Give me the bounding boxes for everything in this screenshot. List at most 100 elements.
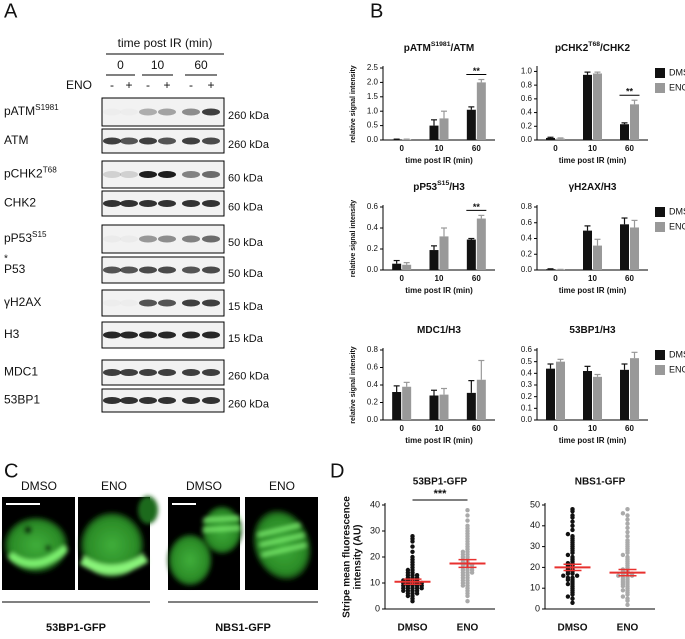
y-tick-label: 1.0 [367,106,379,115]
chart-title: MDC1/H3 [417,325,461,336]
significance: ** [473,202,481,212]
point [625,506,630,512]
y-tick-label: 10 [530,583,540,593]
bar [593,245,602,270]
x-tick-label: 0 [553,274,558,283]
x-axis-label: time post IR (min) [559,436,627,445]
point [625,529,630,535]
band [182,235,200,243]
x-tick-label: 60 [625,274,634,283]
band [120,369,138,376]
band [120,331,138,339]
error-bar [594,238,601,246]
chart-title: 53BP1-GFP [413,477,468,488]
bar [429,395,439,420]
point [570,554,575,560]
point [620,552,626,558]
y-tick-label: 0.2 [367,244,379,253]
blot-row-label: 53BP1 [4,393,40,407]
point [570,527,575,533]
blot-header: time post IR (min) [118,36,213,50]
y-tick-label: 0.0 [367,135,379,144]
y-tick-label: 0.0 [521,135,533,144]
error-bar [631,219,638,228]
treatment-label: ENO [66,78,92,92]
band [182,299,200,307]
chart-title-part: 53BP1/H3 [569,325,616,336]
cell [79,496,158,578]
band [120,171,138,178]
band [120,236,138,243]
image-condition: ENO [269,479,295,493]
bar [429,250,439,270]
band [202,331,220,339]
y-tick-label: 0.2 [367,398,379,407]
y-tick-label: 0.0 [521,415,533,424]
blot-row-label-part: γH2AX [4,295,41,309]
blot-row-label-part: P53 [4,262,26,276]
band [139,397,157,404]
y-axis-label: relative signal intensity [350,346,357,424]
x-axis-label: time post IR (min) [559,156,627,165]
chart-title-sup: T68 [588,41,600,48]
treatment-sign: + [163,78,170,92]
error-bar [431,389,437,396]
x-tick-label: 60 [472,144,481,153]
panel-label: C [4,460,18,482]
point [561,573,566,578]
x-tick-label: 10 [588,424,597,433]
y-tick-label: 0.4 [521,234,533,243]
band [103,397,121,404]
error-bar [403,381,410,387]
point [414,573,420,578]
blot-row-label-part: pP53 [4,231,32,245]
band [120,109,138,116]
error-bar [557,358,564,362]
band [202,108,220,116]
error-bar [631,351,638,359]
error-bar [621,217,628,225]
x-tick-label: 10 [588,144,597,153]
point [565,594,571,599]
y-tick-label: 0.6 [521,345,533,354]
y-tick-label: 0.1 [521,403,533,412]
x-tick-label: 60 [472,274,481,283]
y-tick-label: 0.8 [521,80,533,89]
point [460,549,466,554]
error-bar [468,380,475,393]
band [182,137,200,145]
error-bar [547,363,554,369]
treatment-sign: - [110,78,114,92]
error-bar [403,262,410,265]
blot-row-label-sup: T68 [43,165,58,174]
error-bar [441,227,447,237]
y-tick-label: 10 [370,577,380,587]
error-bar [468,106,475,110]
treatment-sign: - [146,78,150,92]
band [139,369,157,376]
sem-bar [563,563,582,572]
image-group: NBS1-GFP [215,622,271,634]
band [158,331,176,339]
x-tick-label: 0 [553,424,558,433]
y-tick-label: 2.5 [367,63,379,72]
point [625,534,630,539]
y-tick-label: 0.6 [521,94,533,103]
y-tick-label: 40 [370,499,380,509]
point [570,523,575,528]
chart-title-part: γH2AX/H3 [569,182,617,193]
x-tick-label: 60 [472,424,481,433]
band [139,331,157,339]
bar [402,386,412,420]
bar [620,224,629,270]
point [625,575,630,580]
bar [630,104,639,140]
bar [392,263,402,270]
bar [476,379,486,420]
bar [439,118,449,140]
legend-swatch [655,365,665,375]
y-tick-label: 0.4 [521,368,533,377]
y-tick-label: 0.8 [521,202,533,211]
legend-swatch [655,222,665,232]
size-marker: 15 kDa [228,333,264,345]
